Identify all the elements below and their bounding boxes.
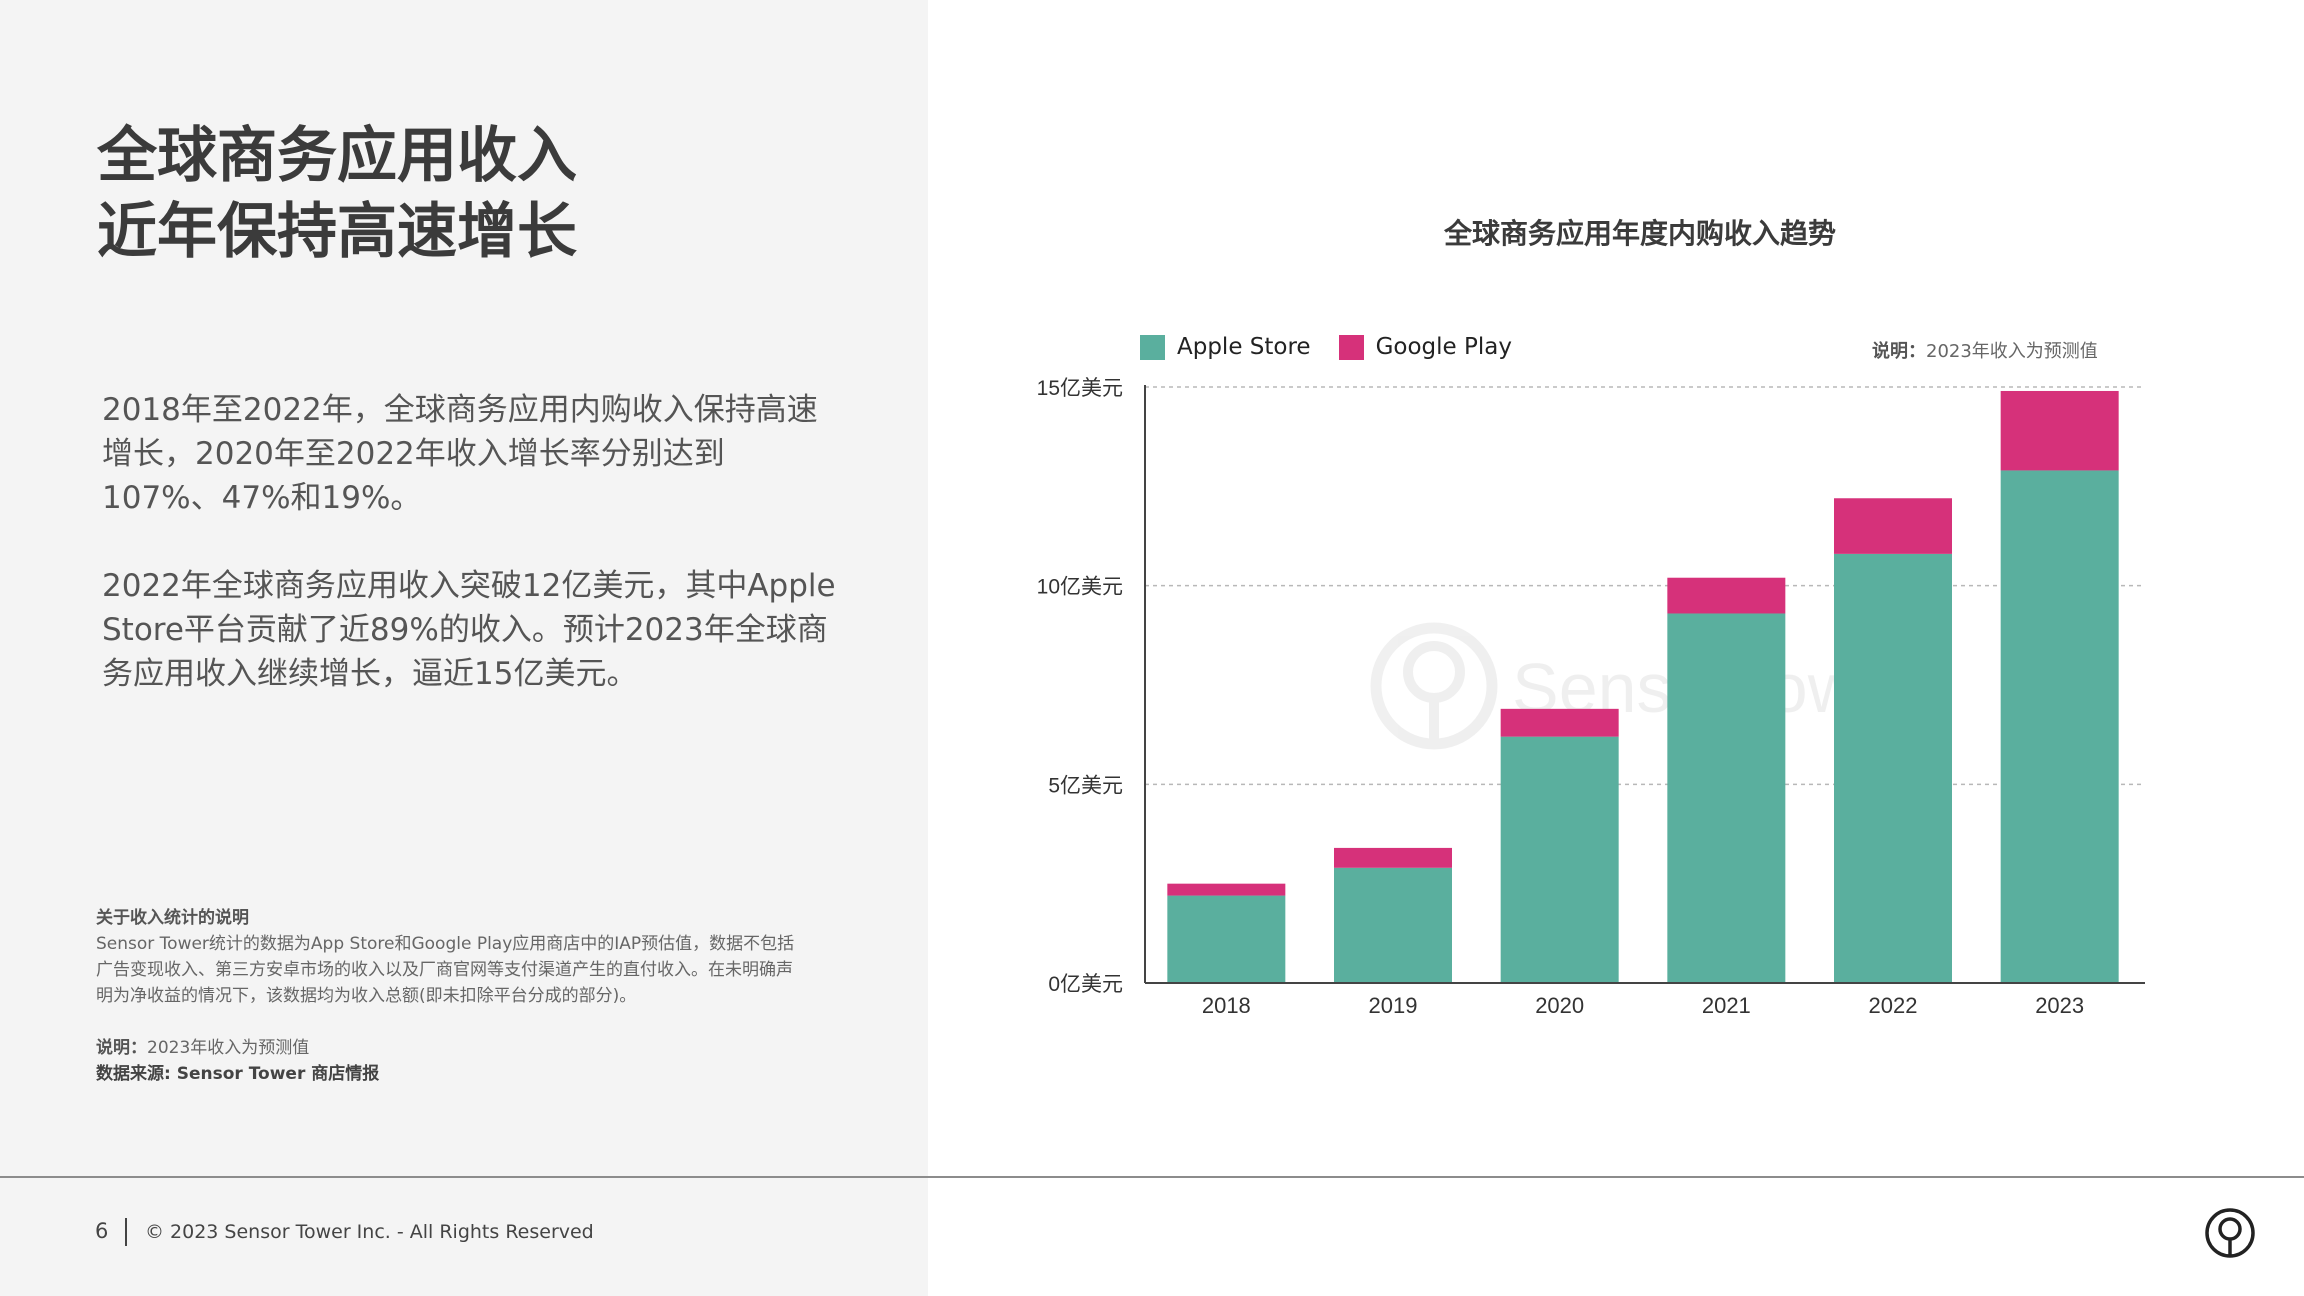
axes: 0亿美元 5亿美元 10亿美元 15亿美元 2018 2019 2020 2021 2022 20… (1037, 377, 2145, 1018)
bar-apple-store-2019 (1334, 867, 1452, 983)
legend-item-google-play: Google Play (1338, 334, 1512, 360)
copyright: © 2023 Sensor Tower Inc. - All Rights Re… (145, 1221, 594, 1243)
footer-divider (0, 1176, 2304, 1178)
watermark-logo-inner-icon (1403, 641, 1465, 703)
bar-google-play-2019 (1334, 847, 1452, 868)
y-tick-label: 5亿美元 (1048, 774, 1123, 797)
x-tick-label: 2021 (1702, 993, 1751, 1018)
x-tick-label: 2019 (1369, 993, 1418, 1018)
legend-swatch-apple-store (1140, 334, 1165, 360)
notes-body: Sensor Tower统计的数据为App Store和Google Play应… (96, 934, 795, 1006)
page-title-line-1: 全球商务应用收入 (97, 121, 577, 191)
bar-apple-store-2021 (1667, 613, 1786, 983)
summary-paragraph-2: 2022年全球商务应用收入突破12亿美元，其中Apple Store平台贡献了近… (102, 568, 836, 692)
legend-swatch-google-play (1338, 334, 1364, 360)
bars (1167, 390, 2119, 983)
notes-explain-label: 说明： (96, 1038, 147, 1058)
sensor-tower-logo-icon (2205, 1208, 2255, 1258)
left-panel (0, 0, 928, 1176)
page-title: 全球商务应用收入 近年保持高速增长 (97, 118, 857, 270)
footer-left-background (0, 1178, 928, 1296)
grid-lines (1145, 386, 2145, 786)
bar-apple-store-2023 (2000, 470, 2119, 983)
footer-separator (125, 1218, 127, 1246)
notes-title: 关于收入统计的说明 (96, 908, 249, 928)
bar-apple-store-2020 (1500, 736, 1619, 983)
notes-explain: 说明：2023年收入为预测值 (96, 1035, 806, 1061)
bar-google-play-2020 (1500, 708, 1619, 737)
bar-google-play-2018 (1167, 883, 1286, 896)
legend-label-google-play: Google Play (1375, 334, 1512, 360)
y-tick-label: 10亿美元 (1037, 576, 1123, 599)
x-tick-label: 2023 (2035, 993, 2084, 1018)
chart-note: 说明：2023年收入为预测值 (1872, 337, 2098, 363)
revenue-notes: 关于收入统计的说明 Sensor Tower统计的数据为App Store和Go… (96, 905, 806, 1087)
watermark-logo-icon (1370, 622, 1498, 750)
summary-paragraph-1: 2018年至2022年，全球商务应用内购收入保持高速增长，2020年至2022年… (102, 392, 818, 516)
bar-apple-store-2018 (1167, 895, 1286, 983)
y-tick-label: 15亿美元 (1037, 377, 1123, 400)
bar-google-play-2021 (1667, 577, 1786, 614)
chart-legend: Apple Store Google Play (1140, 334, 1540, 360)
bar-apple-store-2022 (1834, 553, 1952, 983)
notes-explain-text: 2023年收入为预测值 (147, 1038, 310, 1058)
y-tick-label: 0亿美元 (1048, 973, 1123, 996)
bar-google-play-2023 (2000, 390, 2119, 471)
legend-item-apple-store: Apple Store (1140, 334, 1311, 360)
page-title-line-2: 近年保持高速增长 (97, 197, 577, 267)
x-tick-label: 2020 (1535, 993, 1584, 1018)
data-source: 数据来源: Sensor Tower 商店情报 (96, 1064, 380, 1084)
page-number: 6 (95, 1219, 109, 1243)
x-tick-label: 2022 (1869, 993, 1918, 1018)
x-tick-label: 2018 (1202, 993, 1251, 1018)
legend-label-apple-store: Apple Store (1177, 334, 1311, 360)
chart-title: 全球商务应用年度内购收入趋势 (1443, 217, 1836, 250)
chart-note-label: 说明： (1872, 341, 1926, 362)
chart-note-text: 2023年收入为预测值 (1926, 341, 2098, 362)
bar-google-play-2022 (1834, 498, 1952, 554)
